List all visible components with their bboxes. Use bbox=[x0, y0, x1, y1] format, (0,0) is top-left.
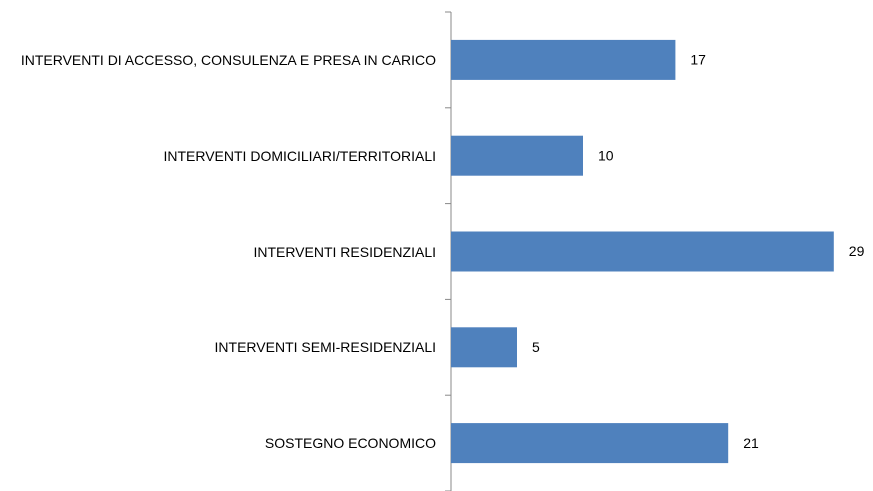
category-label: INTERVENTI SEMI-RESIDENZIALI bbox=[214, 339, 436, 356]
data-label: 5 bbox=[532, 339, 540, 355]
data-label: 21 bbox=[743, 435, 759, 451]
data-label: 29 bbox=[849, 243, 865, 259]
data-label: 17 bbox=[690, 52, 706, 68]
bar bbox=[451, 231, 834, 272]
category-label: SOSTEGNO ECONOMICO bbox=[264, 435, 436, 452]
data-label: 10 bbox=[598, 147, 614, 163]
bar bbox=[451, 39, 676, 80]
bar bbox=[451, 423, 729, 464]
category-label: INTERVENTI DOMICILIARI/TERRITORIALI bbox=[163, 147, 436, 164]
bar bbox=[451, 327, 517, 368]
category-label: INTERVENTI RESIDENZIALI bbox=[253, 243, 436, 260]
category-label: INTERVENTI DI ACCESSO, CONSULENZA E PRES… bbox=[20, 51, 436, 68]
bar bbox=[451, 135, 583, 176]
